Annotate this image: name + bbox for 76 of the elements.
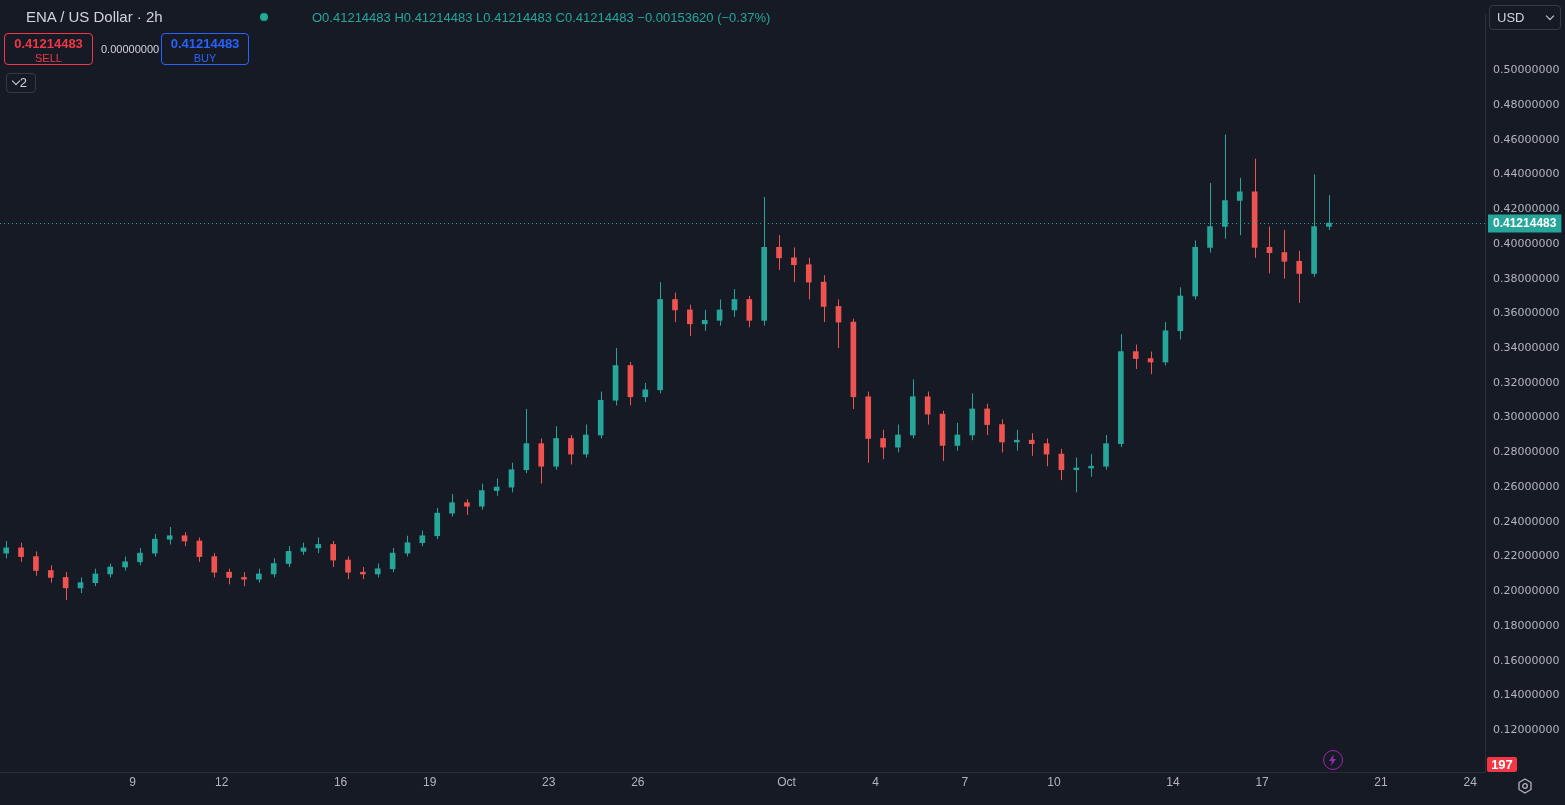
x-tick-label: 14 [1166, 774, 1180, 789]
text: USD [1497, 9, 1526, 27]
annotation: 0.41214483 [13, 36, 84, 51]
y-tick-label: 0.12000000 [1493, 723, 1560, 737]
candlestick [330, 540, 336, 568]
y-tick-label: 0.20000000 [1493, 584, 1560, 598]
ref-line-label: 0.41214483 [1493, 215, 1557, 230]
candlestick [1132, 344, 1139, 370]
y-tick-label: 0.16000000 [1493, 653, 1560, 667]
y-tick-label: 0.46000000 [1493, 132, 1560, 146]
y-tick-label: 0.44000000 [1493, 167, 1560, 181]
y-tick-label: 0.18000000 [1493, 618, 1560, 632]
candlestick [449, 493, 455, 518]
y-tick-label: 0.38000000 [1493, 271, 1560, 285]
candlestick [642, 382, 649, 403]
text: 197 [1487, 757, 1517, 772]
annotation: 0.00000000 [101, 43, 160, 55]
candlestick [18, 542, 24, 563]
chart-title: ENA / US Dollar · 2h [26, 8, 163, 25]
candlestick [434, 507, 441, 540]
y-tick-label: 0.48000000 [1493, 97, 1560, 111]
x-tick-label: 23 [541, 774, 556, 789]
candlestick [984, 403, 990, 436]
y-tick-label: 0.30000000 [1493, 410, 1560, 424]
x-tick-label: 19 [423, 774, 437, 789]
candlestick [791, 246, 797, 283]
candlestick [805, 257, 812, 300]
candlestick [701, 309, 708, 332]
annotation: 0.41214483 [169, 36, 241, 51]
x-tick-label: 12 [215, 774, 229, 789]
x-tick-label: 7 [961, 774, 969, 789]
candlestick [345, 556, 351, 580]
candlestick [776, 234, 782, 271]
y-tick-label: 0.14000000 [1493, 688, 1560, 702]
chart-subtitle: O0.41214483 H0.41214483 L0.41214483 C0.41214483 −0.00153620 (−0.37%) [312, 10, 771, 25]
candlestick [478, 483, 485, 511]
x-tick-label: 16 [333, 774, 348, 789]
candlestick [1266, 226, 1273, 274]
candlestick [895, 424, 901, 453]
annotation: BUY [192, 51, 218, 66]
x-tick-label: 10 [1047, 774, 1061, 789]
candlestick [1103, 434, 1109, 471]
y-tick-label: 0.22000000 [1493, 549, 1560, 563]
x-tick-label: 21 [1374, 774, 1388, 789]
y-tick-label: 0.36000000 [1493, 306, 1560, 320]
y-tick-label: 0.40000000 [1493, 236, 1560, 250]
candlestick [999, 418, 1005, 453]
x-tick-label: 26 [631, 774, 645, 789]
candlestick [538, 437, 545, 485]
y-tick-label: 0.26000000 [1493, 479, 1560, 493]
candlestick [1028, 432, 1035, 457]
y-tick-label: 0.24000000 [1493, 514, 1560, 528]
y-tick-label: 0.42000000 [1493, 202, 1560, 216]
candlestick [880, 429, 886, 460]
annotation: 2 [18, 75, 27, 90]
y-tick-label: 0.50000000 [1493, 63, 1560, 77]
candlestick [1281, 229, 1288, 280]
candlestick [211, 552, 218, 578]
x-tick-label: 17 [1255, 774, 1270, 789]
x-tick-label: Oct [777, 774, 797, 789]
candlestick [672, 292, 678, 323]
x-tick-label: 9 [129, 774, 137, 789]
annotation: SELL [34, 51, 63, 66]
candlestick [151, 533, 158, 558]
x-tick-label: 4 [872, 774, 880, 789]
y-tick-label: 0.32000000 [1493, 375, 1560, 389]
candlestick [270, 557, 277, 578]
candlestick [33, 550, 39, 577]
candlestick [687, 304, 693, 337]
y-tick-label: 0.28000000 [1493, 445, 1560, 459]
candlestick [1296, 250, 1303, 304]
candlestick [746, 295, 753, 328]
y-tick-label: 0.34000000 [1493, 340, 1560, 354]
candlestick [583, 424, 589, 459]
candlestick [568, 434, 574, 466]
x-tick-label: 24 [1463, 774, 1478, 789]
